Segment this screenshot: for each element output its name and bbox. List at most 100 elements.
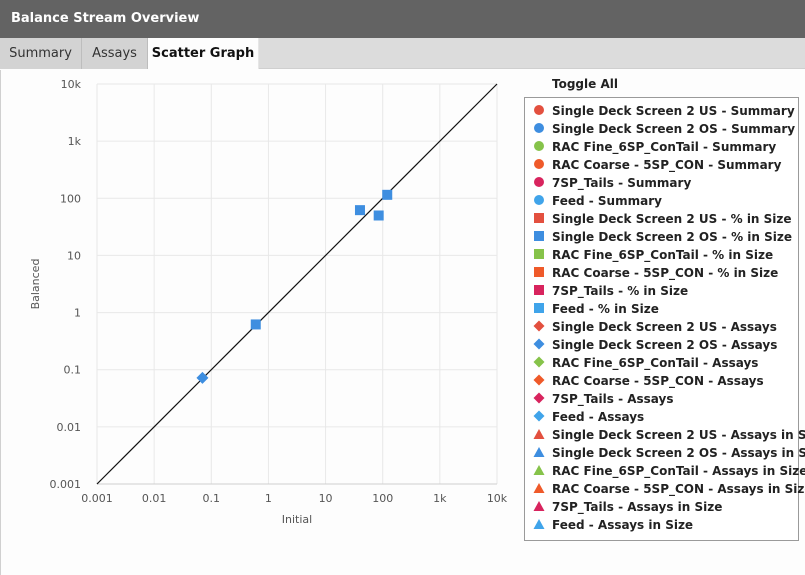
square-marker-icon [534, 267, 544, 277]
legend-item[interactable]: RAC Fine_6SP_ConTail - % in Size [525, 246, 798, 264]
circle-marker-icon [534, 177, 544, 187]
diamond-marker-icon [533, 356, 545, 368]
square-marker-icon [534, 231, 544, 241]
tab-assays[interactable]: Assays [82, 38, 148, 69]
legend-item[interactable]: Single Deck Screen 2 US - Assays in Size [525, 426, 805, 444]
y-tick-label: 10 [67, 249, 81, 262]
diamond-marker-icon [533, 374, 545, 386]
y-tick-label: 1k [68, 135, 82, 148]
legend-item[interactable]: Single Deck Screen 2 US - Assays [525, 318, 798, 336]
legend-item[interactable]: RAC Coarse - 5SP_CON - Assays [525, 372, 798, 390]
legend-item[interactable]: RAC Fine_6SP_ConTail - Summary [525, 138, 798, 156]
y-tick-label: 0.01 [57, 421, 82, 434]
legend-item-label: 7SP_Tails - % in Size [552, 284, 689, 298]
legend-item-label: Single Deck Screen 2 OS - Summary [552, 122, 796, 136]
legend-item-label: Feed - Assays [552, 410, 645, 424]
circle-marker-icon [534, 141, 544, 151]
window-title: Balance Stream Overview [0, 0, 805, 38]
legend-item-label: RAC Fine_6SP_ConTail - Assays in Size [552, 464, 805, 478]
legend-item[interactable]: Feed - Summary [525, 192, 798, 210]
x-axis-label: Initial [282, 513, 312, 526]
legend-item-label: RAC Coarse - 5SP_CON - Assays [552, 374, 764, 388]
circle-marker-icon [534, 195, 544, 205]
legend-item[interactable]: Single Deck Screen 2 US - % in Size [525, 210, 798, 228]
legend-item-label: RAC Coarse - 5SP_CON - % in Size [552, 266, 779, 280]
square-marker-icon [534, 249, 544, 259]
legend-item[interactable]: Feed - Assays [525, 408, 798, 426]
triangle-marker-icon [533, 447, 545, 457]
legend-item[interactable]: RAC Fine_6SP_ConTail - Assays in Size [525, 462, 805, 480]
legend-item-label: Single Deck Screen 2 US - Summary [552, 104, 795, 118]
data-point[interactable] [382, 189, 393, 200]
triangle-marker-icon [533, 501, 545, 511]
data-point[interactable] [250, 319, 261, 330]
data-point[interactable] [196, 371, 209, 384]
data-point[interactable] [354, 205, 365, 216]
legend-item-label: 7SP_Tails - Assays in Size [552, 500, 723, 514]
legend-item[interactable]: Feed - Assays in Size [525, 516, 798, 534]
triangle-marker-icon [533, 483, 545, 493]
legend-item[interactable]: Feed - % in Size [525, 300, 798, 318]
x-tick-label: 10k [487, 492, 508, 505]
legend-item[interactable]: RAC Coarse - 5SP_CON - Summary [525, 156, 798, 174]
x-tick-label: 10 [319, 492, 333, 505]
legend-item[interactable]: 7SP_Tails - Assays [525, 390, 798, 408]
y-tick-label: 0.1 [64, 364, 82, 377]
legend-item[interactable]: Single Deck Screen 2 US - Summary [525, 102, 798, 120]
legend-item[interactable]: Single Deck Screen 2 OS - Assays [525, 336, 798, 354]
tab-summary[interactable]: Summary [0, 38, 82, 69]
identity-reference-line [96, 83, 498, 485]
square-marker-icon [534, 213, 544, 223]
x-tick-label: 0.001 [81, 492, 113, 505]
square-marker-icon [534, 285, 544, 295]
scatter-chart: 0.001 0.01 0.1 1 10 100 1k 10k 0.001 0.01 0.1 1 10 10… [29, 78, 508, 526]
legend-item-label: Single Deck Screen 2 US - % in Size [552, 212, 792, 226]
x-tick-label: 1 [265, 492, 272, 505]
legend-item-label: RAC Coarse - 5SP_CON - Assays in Size [552, 482, 805, 496]
tab-bar: Summary Assays Scatter Graph [0, 38, 805, 69]
legend-item[interactable]: 7SP_Tails - Assays in Size [525, 498, 798, 516]
circle-marker-icon [534, 123, 544, 133]
y-axis-label: Balanced [29, 259, 42, 310]
legend-item-label: RAC Fine_6SP_ConTail - % in Size [552, 248, 774, 262]
toggle-all-button[interactable]: Toggle All [552, 77, 618, 91]
chart-points [196, 189, 393, 384]
legend-item-label: 7SP_Tails - Summary [552, 176, 692, 190]
diamond-marker-icon [533, 320, 545, 332]
legend-item-label: Feed - Summary [552, 194, 662, 208]
chart-grid [96, 83, 498, 485]
y-tick-label: 10k [61, 78, 82, 91]
legend-item-label: Single Deck Screen 2 US - Assays in Size [552, 428, 805, 442]
legend-item[interactable]: RAC Coarse - 5SP_CON - % in Size [525, 264, 798, 282]
chart-axes: 0.001 0.01 0.1 1 10 100 1k 10k 0.001 0.01 0.1 1 10 10… [50, 78, 508, 505]
legend-item[interactable]: Single Deck Screen 2 OS - Summary [525, 120, 798, 138]
triangle-marker-icon [533, 519, 545, 529]
legend-item[interactable]: 7SP_Tails - % in Size [525, 282, 798, 300]
legend-item-label: Single Deck Screen 2 OS - Assays [552, 338, 778, 352]
triangle-marker-icon [533, 465, 545, 475]
triangle-marker-icon [533, 429, 545, 439]
legend-item[interactable]: Single Deck Screen 2 OS - Assays in Size [525, 444, 805, 462]
legend-item-label: Single Deck Screen 2 OS - % in Size [552, 230, 792, 244]
data-point[interactable] [373, 210, 384, 221]
legend-item[interactable]: 7SP_Tails - Summary [525, 174, 798, 192]
legend-item-label: 7SP_Tails - Assays [552, 392, 674, 406]
square-marker-icon [534, 303, 544, 313]
legend-item-label: RAC Fine_6SP_ConTail - Assays [552, 356, 759, 370]
legend-item-label: Single Deck Screen 2 US - Assays [552, 320, 777, 334]
diamond-marker-icon [533, 392, 545, 404]
legend-item[interactable]: RAC Coarse - 5SP_CON - Assays in Size [525, 480, 805, 498]
circle-marker-icon [534, 105, 544, 115]
legend-item[interactable]: RAC Fine_6SP_ConTail - Assays [525, 354, 798, 372]
x-tick-label: 1k [433, 492, 447, 505]
y-tick-label: 0.001 [50, 478, 82, 491]
x-tick-label: 0.01 [142, 492, 167, 505]
legend-item-label: Single Deck Screen 2 OS - Assays in Size [552, 446, 805, 460]
y-tick-label: 1 [74, 307, 81, 320]
legend-item[interactable]: Single Deck Screen 2 OS - % in Size [525, 228, 798, 246]
diamond-marker-icon [533, 410, 545, 422]
tab-scatter-graph[interactable]: Scatter Graph [148, 38, 259, 69]
x-tick-label: 100 [372, 492, 393, 505]
legend-item-label: Feed - Assays in Size [552, 518, 694, 532]
diamond-marker-icon [533, 338, 545, 350]
